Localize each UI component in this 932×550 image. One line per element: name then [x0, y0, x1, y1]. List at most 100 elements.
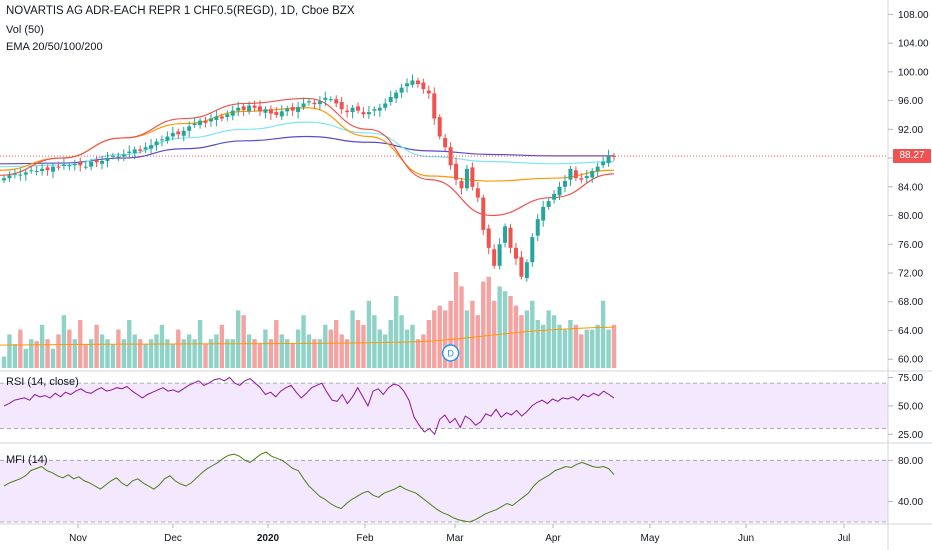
candle-body [470, 167, 475, 187]
candle-body [524, 262, 529, 279]
volume-bar [573, 324, 579, 368]
candle-body [247, 105, 252, 112]
volume-bar [606, 329, 611, 368]
price-tick-label: 108.00 [898, 10, 929, 21]
candle-body [105, 158, 110, 161]
candle-body [12, 173, 17, 175]
candle-body [361, 112, 366, 115]
volume-bar [513, 305, 519, 368]
volume-bar [241, 315, 246, 368]
price-tick-label: 64.00 [898, 326, 923, 337]
mfi-line-band [0, 460, 888, 522]
candle-body [7, 175, 12, 179]
rsi-line-tick-label: 50.00 [898, 401, 923, 412]
candle-body [279, 111, 284, 117]
price-tick-label: 68.00 [898, 297, 923, 308]
ema20-line [0, 97, 615, 217]
candle-body [181, 130, 186, 136]
candle-body [29, 170, 34, 172]
candle-body [557, 186, 562, 196]
price-tick-label: 72.00 [898, 269, 923, 280]
volume-bar [421, 334, 426, 368]
volume-bar [67, 329, 72, 368]
candle-body [138, 149, 143, 151]
volume-bar [557, 324, 562, 368]
volume-bar [225, 339, 230, 368]
time-tick-label: 2020 [257, 533, 280, 544]
candle-body [110, 155, 115, 157]
volume-bar [274, 320, 279, 368]
last-price-badge: 88.27 [893, 149, 931, 164]
candle-body [159, 139, 164, 141]
volume-ma-path [0, 326, 615, 346]
volume-ma-line [0, 326, 615, 346]
candle-body [508, 227, 513, 248]
volume-bar [562, 329, 568, 368]
candle-body [345, 110, 350, 113]
volume-bar [154, 334, 159, 368]
volume-indicator-label[interactable]: Vol (50) [6, 24, 44, 36]
candle-body [225, 114, 230, 118]
volume-bar [263, 329, 268, 368]
volume-bar [235, 310, 241, 368]
price-tick-label: 92.00 [898, 125, 923, 136]
volume-bar [88, 339, 94, 368]
mfi-indicator-label[interactable]: MFI (14) [6, 454, 48, 466]
volume-bar [486, 276, 491, 368]
symbol-title[interactable]: NOVARTIS AG ADR-EACH REPR 1 CHF0.5(REGD)… [6, 5, 355, 17]
mfi-line [3, 451, 615, 523]
candle-body [339, 102, 344, 110]
candle-body [541, 206, 546, 221]
volume-bar [12, 344, 18, 368]
volume-bar [132, 334, 137, 368]
candle-body [127, 151, 132, 154]
volume-bar [121, 339, 127, 368]
mfi-line-tick-label: 40.00 [898, 497, 923, 508]
candle-body [486, 228, 491, 248]
candle-body [372, 109, 377, 111]
candle-body [230, 110, 235, 116]
ema100-line [0, 121, 615, 168]
price-tick-label: 100.00 [898, 67, 929, 78]
candle-body [562, 181, 567, 187]
candle-body [573, 170, 578, 179]
dividend-marker-label: D [447, 349, 454, 359]
candle-body [328, 99, 333, 101]
volume-bar [568, 320, 573, 368]
volume-bar [404, 329, 410, 368]
candle-body [459, 181, 464, 189]
time-tick-label: Jun [738, 533, 754, 544]
volume-bar [595, 324, 600, 368]
candle-body [383, 103, 388, 108]
volume-bar [290, 344, 295, 368]
volume-bar [600, 300, 606, 368]
candle-body [552, 193, 557, 200]
price-tick-label: 84.00 [898, 182, 923, 193]
volume-bar [110, 344, 116, 368]
price-axis: 108.00104.00100.0096.0092.0088.0084.0080… [887, 0, 929, 550]
candle-body [290, 107, 295, 111]
volume-bar [208, 339, 214, 368]
candle-body [497, 244, 502, 266]
candle-body [296, 107, 301, 113]
volume-bar [203, 344, 208, 368]
candle-body [579, 178, 584, 180]
candle-body [176, 131, 181, 135]
volume-bar [410, 324, 415, 368]
ema-indicator-label[interactable]: EMA 20/50/100/200 [6, 41, 103, 53]
rsi-indicator-label[interactable]: RSI (14, close) [6, 376, 79, 388]
volume-bar [551, 315, 557, 368]
candle-body [475, 188, 480, 198]
price-tick-label: 104.00 [898, 39, 929, 50]
rsi-line-tick-label: 25.00 [898, 430, 923, 441]
volume-bar [519, 315, 524, 368]
candle-body [208, 118, 213, 122]
candle-body [78, 162, 83, 166]
mfi-line-tick-label: 80.00 [898, 456, 923, 467]
candle-body [121, 154, 126, 157]
candle-body [568, 168, 573, 180]
candle-body [274, 112, 279, 115]
volume-bar [83, 344, 88, 368]
candle-body [394, 92, 399, 99]
